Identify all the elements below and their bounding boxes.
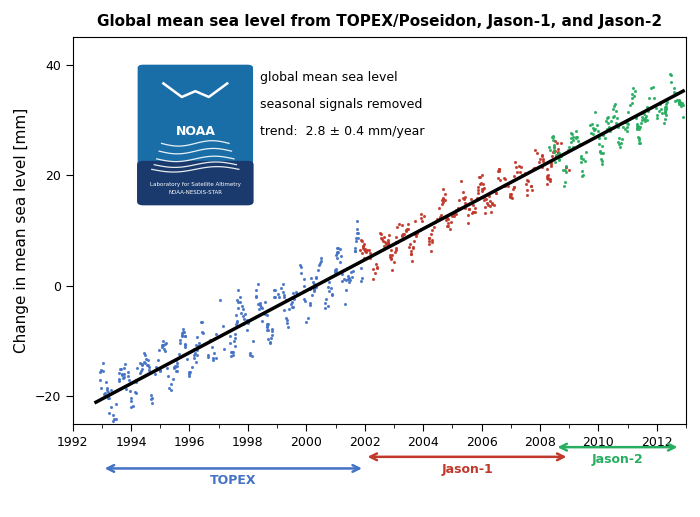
Text: Jason-1: Jason-1	[441, 463, 493, 476]
Text: global mean sea level: global mean sea level	[260, 71, 398, 84]
Text: TOPEX: TOPEX	[210, 474, 256, 487]
Text: NOAA-NESDIS-STAR: NOAA-NESDIS-STAR	[168, 190, 223, 195]
Text: Jason-2: Jason-2	[592, 453, 643, 466]
Text: NOAA: NOAA	[176, 125, 216, 139]
FancyBboxPatch shape	[137, 64, 253, 205]
Y-axis label: Change in mean sea level [mm]: Change in mean sea level [mm]	[14, 108, 29, 353]
Text: seasonal signals removed: seasonal signals removed	[260, 98, 422, 111]
Text: trend:  2.8 ± 0.4 mm/year: trend: 2.8 ± 0.4 mm/year	[260, 125, 424, 139]
Title: Global mean sea level from TOPEX/Poseidon, Jason-1, and Jason-2: Global mean sea level from TOPEX/Poseido…	[97, 14, 662, 29]
FancyBboxPatch shape	[137, 161, 253, 205]
Text: Laboratory for Satellite Altimetry: Laboratory for Satellite Altimetry	[150, 181, 241, 187]
